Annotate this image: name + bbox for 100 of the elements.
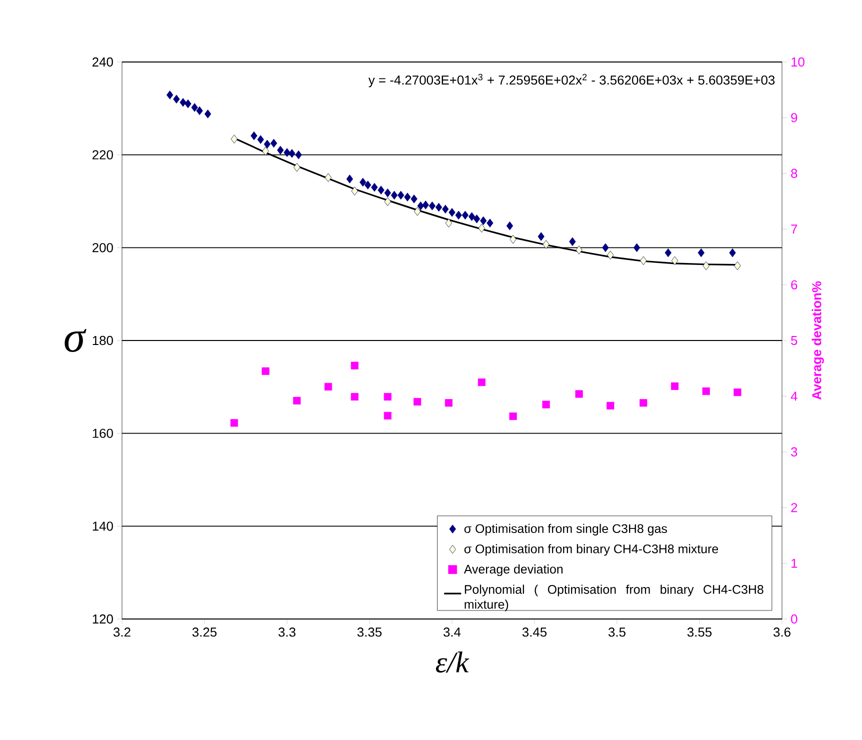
point	[324, 382, 332, 391]
x-tick-label: 3.55	[687, 628, 712, 637]
y2-tick-label: 9	[791, 113, 798, 122]
y-tick-label: 160	[92, 428, 113, 438]
point	[288, 149, 296, 158]
point	[417, 202, 424, 210]
point	[378, 186, 384, 194]
y-tick-label: 140	[92, 522, 113, 531]
point	[473, 214, 480, 224]
y-tick-label: 200	[92, 243, 113, 252]
point	[542, 400, 550, 408]
point	[478, 378, 486, 386]
point	[184, 99, 192, 108]
point	[448, 208, 456, 217]
point	[506, 221, 514, 230]
point	[509, 412, 517, 420]
point	[428, 202, 436, 210]
point	[384, 188, 391, 198]
point	[351, 186, 358, 196]
point	[204, 110, 212, 118]
point	[262, 146, 269, 156]
point	[442, 204, 449, 214]
point	[734, 388, 742, 396]
point	[293, 396, 301, 404]
x-tick-label: 3.2	[114, 628, 130, 637]
point	[196, 106, 203, 116]
point	[569, 237, 576, 246]
point	[250, 131, 258, 140]
point	[542, 240, 550, 249]
point	[486, 218, 494, 228]
point	[602, 243, 609, 252]
point	[262, 367, 270, 375]
point	[398, 190, 404, 200]
y2-tick-label: 2	[791, 503, 798, 512]
point	[270, 138, 278, 148]
point	[435, 202, 442, 212]
legend-label: σ Optimisation from binary CH4-C3H8 mixture	[464, 544, 718, 556]
y2-tick-label: 10	[792, 57, 804, 67]
point	[478, 224, 486, 233]
point	[404, 192, 411, 202]
point	[480, 216, 487, 226]
y2-axis-title: Average devation%	[812, 281, 824, 400]
point	[284, 148, 290, 157]
legend-label: Average deviation	[464, 564, 563, 576]
point	[468, 212, 476, 221]
y2-tick-label: 3	[791, 447, 798, 456]
y2-tick-label: 0	[791, 614, 798, 624]
y-tick-label: 220	[92, 150, 113, 160]
point	[295, 150, 302, 160]
point	[698, 248, 704, 258]
point	[390, 190, 398, 200]
point	[257, 135, 264, 144]
point	[455, 210, 462, 220]
y2-tick-label: 6	[791, 280, 798, 290]
point	[360, 178, 366, 187]
point	[664, 248, 672, 258]
y-tick-label: 240	[92, 57, 113, 67]
point	[166, 90, 174, 100]
point	[191, 103, 198, 112]
y2-tick-label: 4	[790, 392, 798, 401]
x-tick-label: 3.5	[608, 628, 626, 637]
point	[346, 174, 354, 184]
point	[702, 261, 710, 270]
point	[384, 392, 392, 401]
point	[294, 162, 300, 172]
legend-label: σ Optimisation from single C3H8 gas	[464, 524, 667, 536]
x-tick-label: 3.45	[522, 628, 547, 637]
y2-tick-label: 1	[792, 558, 798, 568]
x-tick-label: 3.35	[357, 628, 382, 637]
x-tick-label: 3.3	[278, 628, 296, 637]
point	[702, 387, 710, 395]
y-tick-label: 180	[92, 336, 113, 346]
annotation: y = -4.27003E+01x$^{3}$ + 7.25956E+02x$^{2}$ - 3.56206E+03x + 5.60359E+03	[368, 74, 775, 88]
y-axis-title: σ	[64, 328, 86, 352]
point	[729, 248, 736, 258]
point	[384, 197, 391, 206]
point	[410, 194, 418, 204]
point	[640, 256, 647, 266]
point	[180, 98, 186, 107]
point	[576, 246, 582, 254]
point	[640, 399, 648, 407]
x-axis-title: ε/k	[436, 652, 470, 673]
point	[671, 256, 678, 266]
x-tick-label: 3.4	[444, 628, 461, 637]
point	[422, 200, 429, 210]
point	[414, 207, 421, 216]
point	[264, 140, 271, 149]
point	[350, 392, 358, 401]
point	[538, 232, 544, 241]
y2-tick-label: 5	[791, 336, 798, 346]
point	[606, 402, 614, 410]
point	[277, 146, 284, 155]
y-tick-label: 120	[92, 614, 113, 624]
y2-tick-label: 7	[791, 224, 798, 234]
legend-label: Polynomial ( Optimisation from binary CH4-C3H8 mixture)	[464, 584, 764, 612]
point	[230, 419, 238, 427]
point	[444, 399, 452, 407]
point	[364, 180, 372, 190]
point	[575, 390, 583, 398]
point	[633, 243, 640, 252]
